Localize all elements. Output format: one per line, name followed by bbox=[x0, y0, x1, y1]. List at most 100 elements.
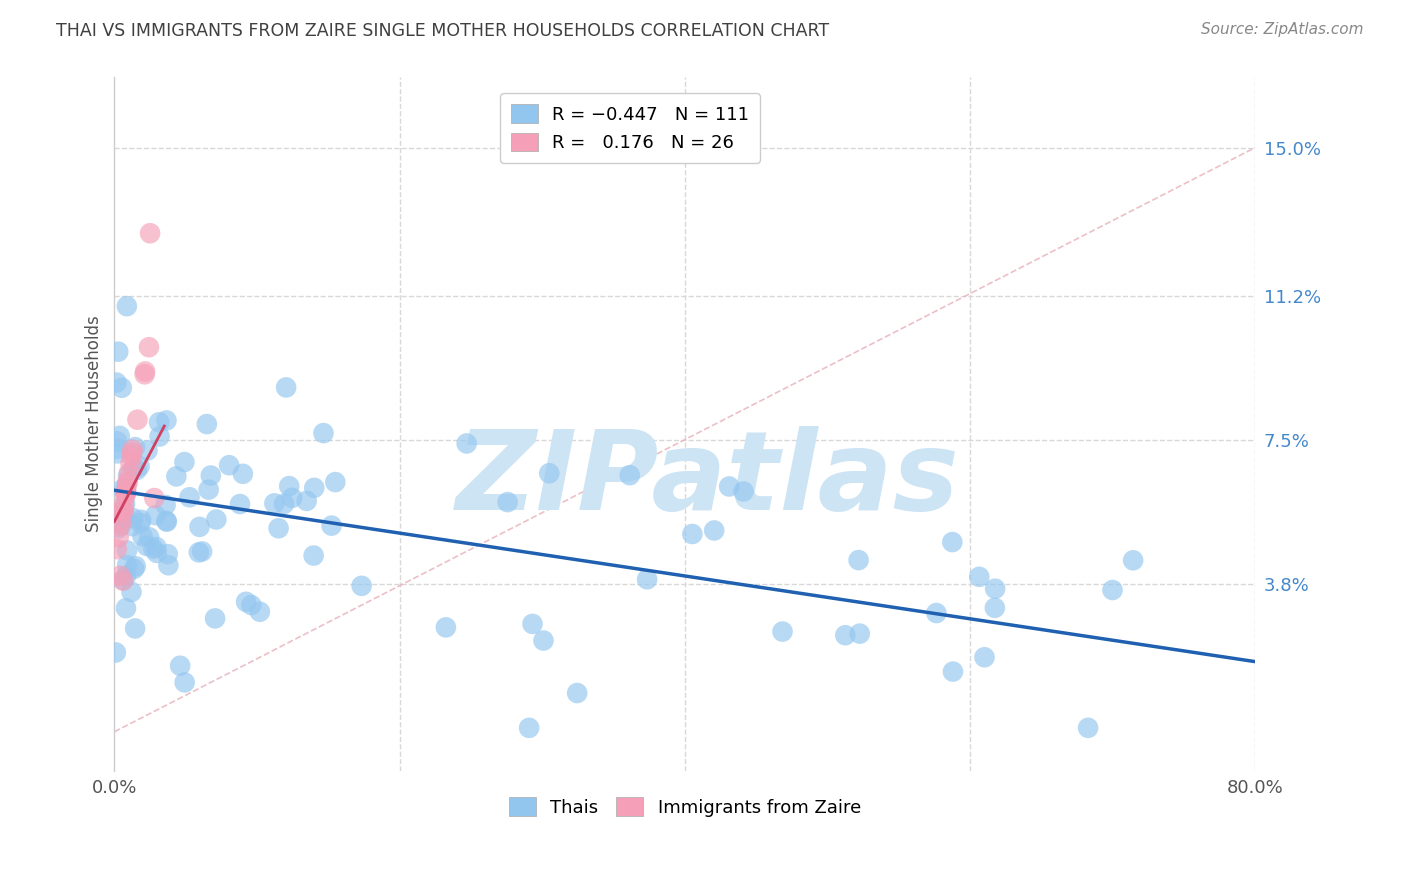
Point bbox=[941, 535, 963, 549]
Point bbox=[200, 468, 222, 483]
Point bbox=[718, 479, 741, 493]
Point bbox=[135, 539, 157, 553]
Point bbox=[125, 463, 148, 477]
Point bbox=[538, 467, 561, 481]
Point bbox=[143, 491, 166, 505]
Point bbox=[146, 546, 169, 560]
Point bbox=[121, 519, 143, 533]
Point bbox=[157, 558, 180, 573]
Point bbox=[110, 516, 132, 531]
Point bbox=[139, 226, 162, 240]
Point bbox=[110, 513, 132, 527]
Point bbox=[942, 665, 965, 679]
Point bbox=[274, 380, 297, 394]
Point bbox=[121, 446, 143, 460]
Point bbox=[145, 508, 167, 523]
Point bbox=[121, 585, 143, 599]
Point bbox=[848, 626, 870, 640]
Point bbox=[104, 645, 127, 659]
Point bbox=[112, 511, 135, 525]
Point bbox=[114, 485, 136, 500]
Point bbox=[434, 620, 457, 634]
Point bbox=[115, 543, 138, 558]
Point bbox=[772, 624, 794, 639]
Point bbox=[128, 459, 150, 474]
Point bbox=[112, 498, 135, 512]
Point bbox=[156, 515, 179, 529]
Point bbox=[681, 527, 703, 541]
Point bbox=[179, 490, 201, 504]
Point bbox=[240, 598, 263, 612]
Point bbox=[517, 721, 540, 735]
Point bbox=[312, 426, 335, 441]
Point bbox=[205, 512, 228, 526]
Point bbox=[973, 650, 995, 665]
Point bbox=[496, 495, 519, 509]
Point bbox=[105, 434, 128, 449]
Point bbox=[108, 429, 131, 443]
Point bbox=[115, 485, 138, 500]
Point bbox=[567, 686, 589, 700]
Point bbox=[533, 633, 555, 648]
Point bbox=[187, 545, 209, 559]
Point bbox=[267, 521, 290, 535]
Point bbox=[115, 482, 138, 496]
Point bbox=[112, 573, 135, 587]
Point bbox=[115, 476, 138, 491]
Point bbox=[165, 469, 187, 483]
Point bbox=[107, 344, 129, 359]
Point bbox=[117, 469, 139, 483]
Point bbox=[155, 498, 177, 512]
Point bbox=[984, 600, 1007, 615]
Point bbox=[229, 497, 252, 511]
Point bbox=[120, 457, 142, 471]
Point bbox=[124, 440, 146, 454]
Point bbox=[848, 553, 870, 567]
Point bbox=[456, 436, 478, 450]
Point bbox=[121, 442, 143, 457]
Point bbox=[114, 489, 136, 503]
Point bbox=[142, 541, 165, 556]
Point bbox=[115, 569, 138, 583]
Point bbox=[129, 513, 152, 527]
Point bbox=[703, 524, 725, 538]
Point bbox=[302, 549, 325, 563]
Point bbox=[619, 468, 641, 483]
Point bbox=[148, 429, 170, 443]
Point bbox=[111, 574, 134, 588]
Point bbox=[169, 658, 191, 673]
Point bbox=[197, 483, 219, 497]
Point bbox=[155, 514, 177, 528]
Point bbox=[122, 511, 145, 525]
Point bbox=[105, 542, 128, 557]
Point bbox=[232, 467, 254, 481]
Point bbox=[111, 482, 134, 496]
Point bbox=[967, 570, 990, 584]
Point bbox=[107, 446, 129, 460]
Point bbox=[148, 415, 170, 429]
Point bbox=[111, 504, 134, 518]
Point bbox=[263, 496, 285, 510]
Point bbox=[129, 516, 152, 530]
Point bbox=[522, 616, 544, 631]
Point bbox=[131, 529, 153, 543]
Point bbox=[134, 368, 156, 382]
Point bbox=[155, 413, 177, 427]
Point bbox=[350, 579, 373, 593]
Point bbox=[1122, 553, 1144, 567]
Point bbox=[733, 484, 755, 499]
Point bbox=[108, 521, 131, 535]
Point bbox=[249, 605, 271, 619]
Point bbox=[121, 450, 143, 464]
Point bbox=[323, 475, 346, 489]
Point bbox=[218, 458, 240, 473]
Point bbox=[295, 494, 318, 508]
Point bbox=[124, 622, 146, 636]
Point bbox=[173, 675, 195, 690]
Point bbox=[636, 572, 658, 586]
Point bbox=[235, 595, 257, 609]
Point bbox=[138, 340, 160, 354]
Point bbox=[115, 483, 138, 498]
Point bbox=[118, 466, 141, 480]
Point bbox=[122, 562, 145, 576]
